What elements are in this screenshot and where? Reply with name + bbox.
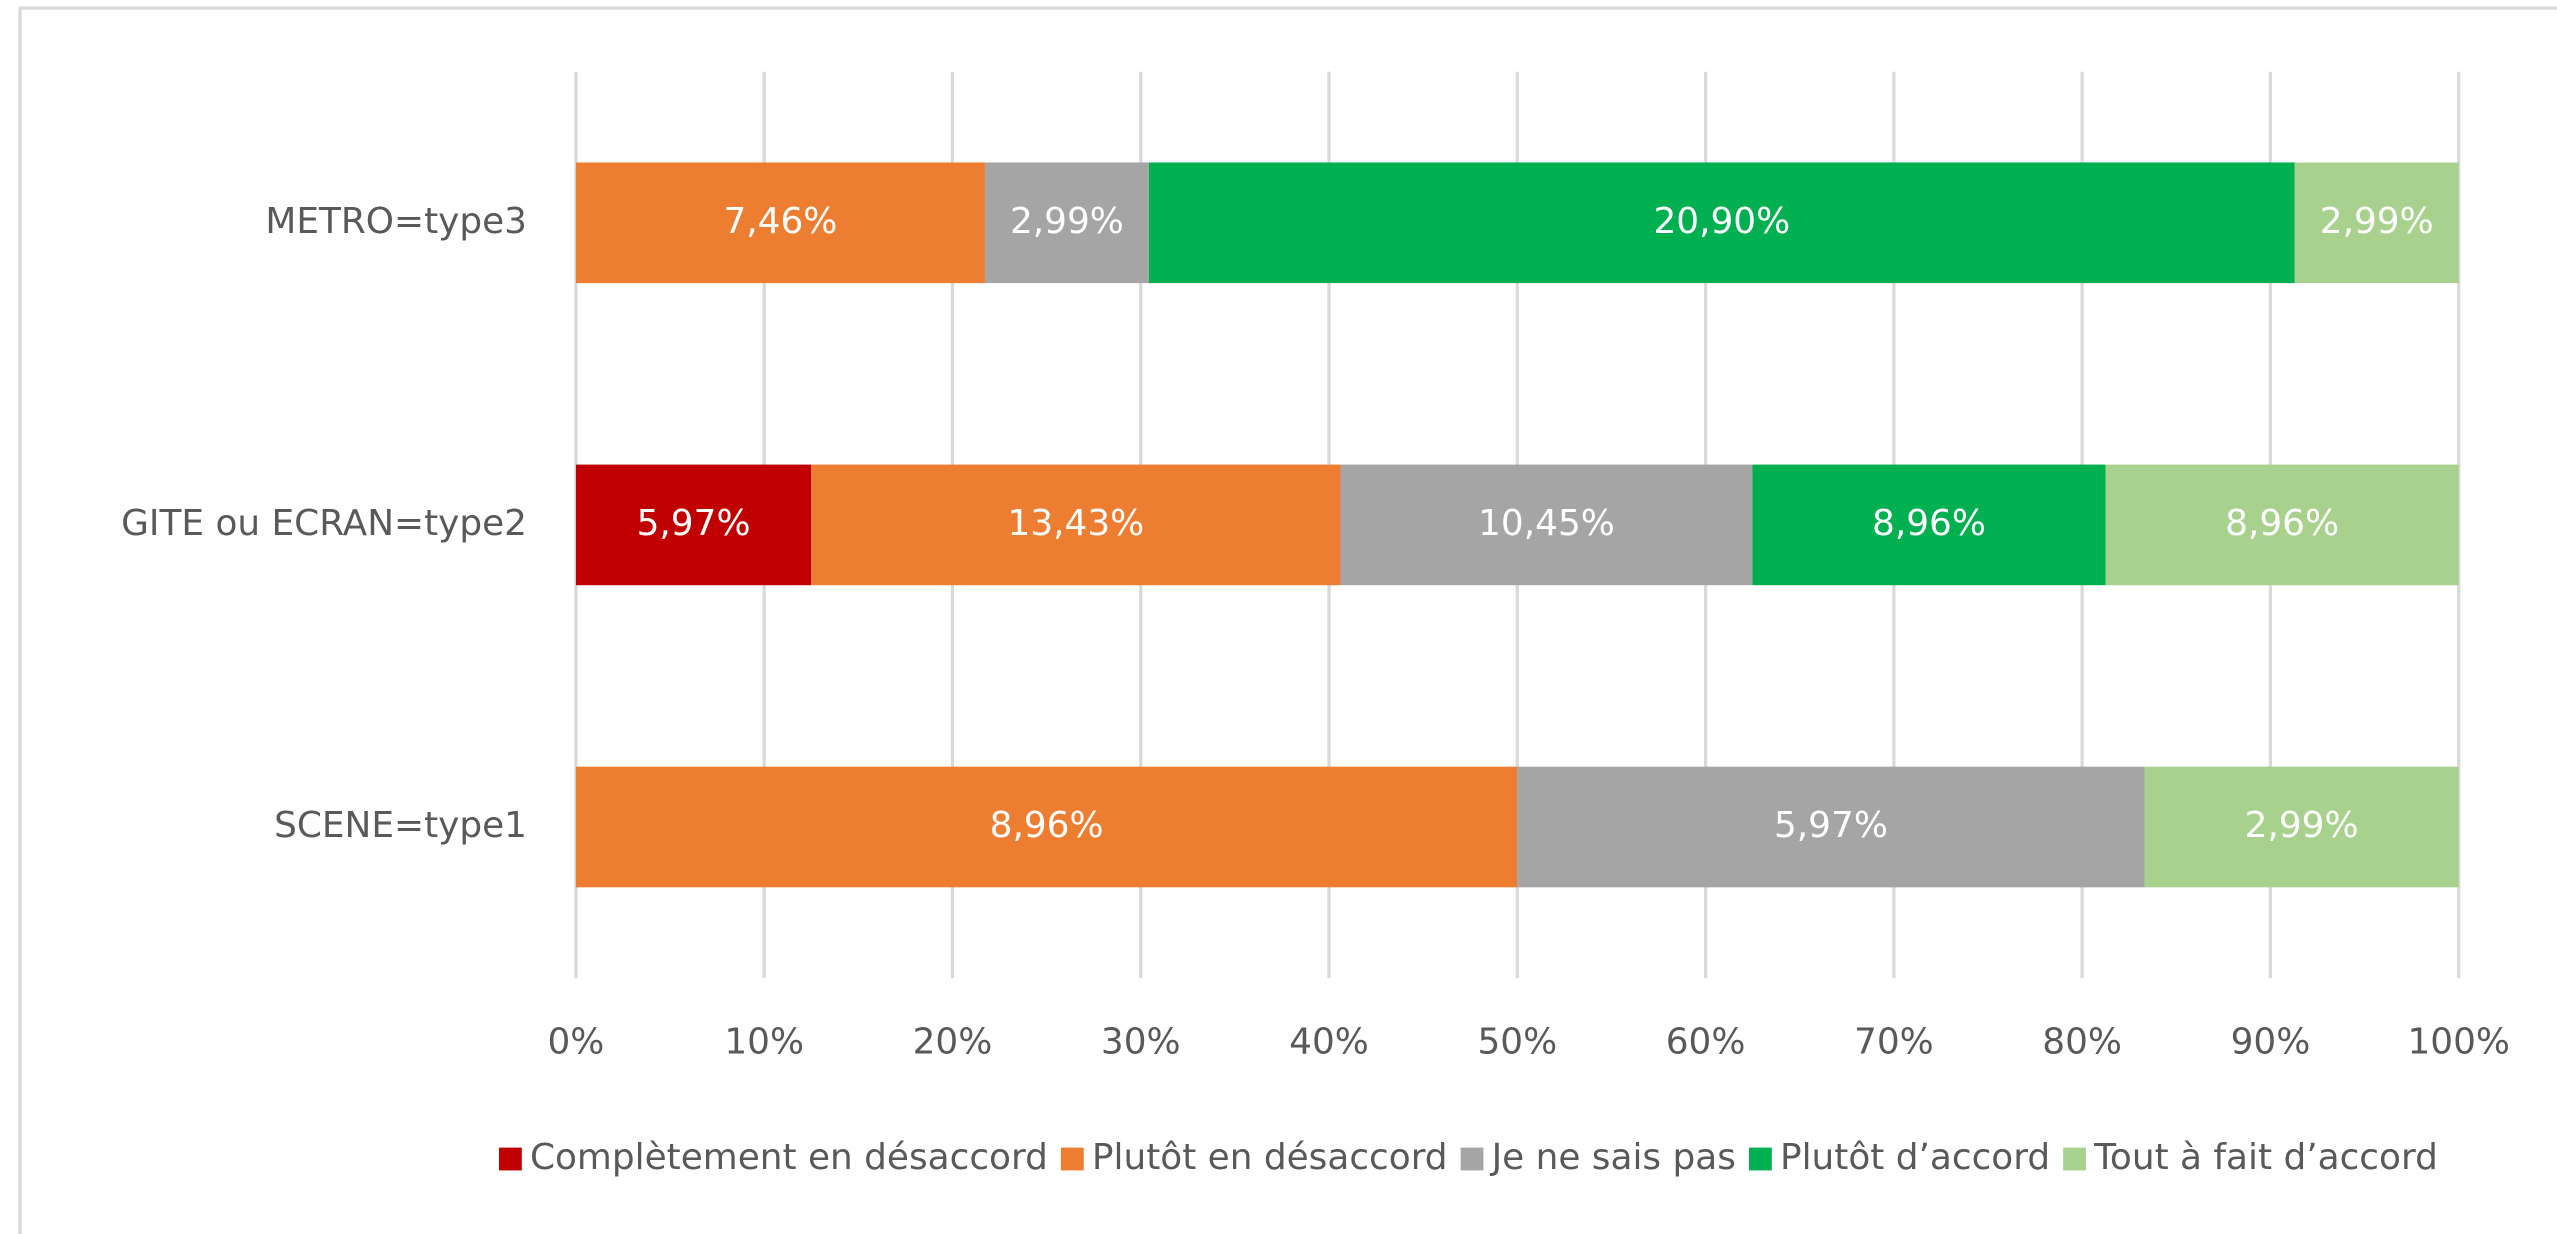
bar-segment: [1517, 766, 2145, 888]
data-label: 7,46%: [723, 201, 837, 242]
x-tick-label: 60%: [1666, 1021, 1746, 1062]
data-label: 8,96%: [990, 805, 1104, 846]
data-label: 8,96%: [2225, 503, 2339, 544]
bar-segment: [984, 162, 1149, 284]
legend-swatch: [498, 1147, 522, 1171]
legend-label: Plutôt en désaccord: [1092, 1137, 1448, 1178]
x-tick-label: 40%: [1289, 1021, 1369, 1062]
category-label: METRO=type3: [265, 201, 527, 242]
x-tick-label: 0%: [547, 1021, 604, 1062]
legend-swatch: [1460, 1147, 1484, 1171]
legend-label: Plutôt d’accord: [1780, 1137, 2050, 1178]
bar-segment: [575, 766, 1518, 888]
bar-segment: [811, 464, 1341, 586]
legend-label: Complètement en désaccord: [530, 1137, 1048, 1178]
legend-label: Tout à fait d’accord: [2093, 1137, 2438, 1178]
x-tick-label: 90%: [2231, 1021, 2311, 1062]
bar-segment: [2144, 766, 2459, 888]
x-tick-label: 10%: [724, 1021, 804, 1062]
legend: Complètement en désaccord Plutôt en désac…: [498, 1137, 2438, 1178]
data-label: 2,99%: [1010, 201, 1124, 242]
data-label: 2,99%: [2320, 201, 2434, 242]
x-tick-label: 70%: [1854, 1021, 1934, 1062]
data-label: 10,45%: [1478, 503, 1615, 544]
data-label: 2,99%: [2245, 805, 2359, 846]
data-label: 13,43%: [1008, 503, 1145, 544]
legend-label: Je ne sais pas: [1490, 1137, 1736, 1178]
x-tick-label: 30%: [1101, 1021, 1181, 1062]
bar-segment: [1752, 464, 2106, 586]
bar-segment: [2105, 464, 2459, 586]
bar-segment: [1148, 162, 2295, 284]
data-label: 5,97%: [637, 503, 751, 544]
data-label: 20,90%: [1653, 201, 1790, 242]
bar-segment: [575, 162, 985, 284]
bar-segment: [575, 464, 812, 586]
x-tick-label: 50%: [1477, 1021, 1557, 1062]
legend-swatch: [1060, 1147, 1084, 1171]
category-label: GITE ou ECRAN=type2: [121, 503, 527, 544]
legend-swatch: [1748, 1147, 1772, 1171]
bars: [575, 162, 2459, 888]
legend-swatch: [2063, 1147, 2086, 1171]
bar-segment: [2294, 162, 2459, 284]
bar-segment: [1340, 464, 1753, 586]
x-tick-label: 100%: [2407, 1021, 2510, 1062]
x-tick-label: 80%: [2042, 1021, 2122, 1062]
data-label: 5,97%: [1774, 805, 1888, 846]
category-label: SCENE=type1: [274, 805, 527, 846]
labels: 0% 10% 20% 30% 40% 50% 60% 70% 80% 90% 100% METRO=t…: [121, 201, 2510, 1062]
x-tick-label: 20%: [913, 1021, 993, 1062]
data-label: 8,96%: [1872, 503, 1986, 544]
